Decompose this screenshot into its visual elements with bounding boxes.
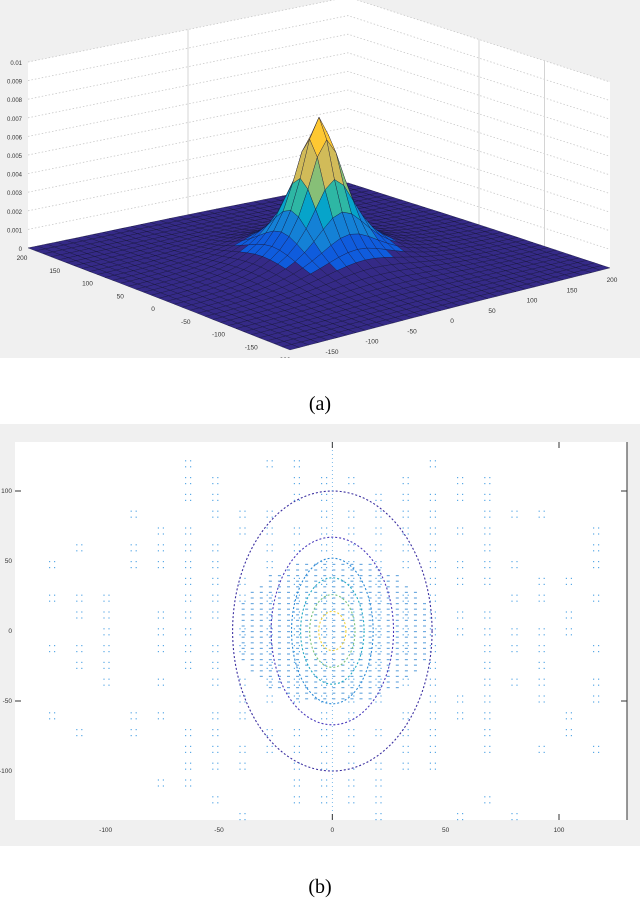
z-tick-label: 0.01: [10, 61, 22, 67]
z-tick-label: 0.007: [7, 117, 23, 123]
y-tick-label: -150: [245, 344, 258, 351]
y-tick-label: 150: [49, 268, 60, 275]
y-tick-label: 200: [17, 255, 28, 262]
z-tick-label: 0.004: [7, 173, 23, 179]
y-tick-label: -50: [181, 319, 191, 326]
z-tick-label: 0.001: [7, 228, 23, 234]
y-tick-label: -50: [3, 698, 13, 705]
x-tick-label: 50: [488, 308, 496, 315]
x-tick-label: -100: [99, 827, 112, 834]
contour-plot-panel: -100 -50 0 50 100 100 50 0 -50 -100: [0, 424, 640, 846]
y-tick-label: 50: [5, 558, 13, 565]
y-tick-label: 0: [8, 628, 12, 635]
contour-level: [318, 610, 347, 652]
y-tick-label: 0: [151, 306, 155, 313]
x-tick-label: -50: [407, 328, 417, 335]
point-grid: [49, 460, 600, 821]
surface-mesh: [27, 116, 611, 351]
y-tick-label: 100: [1, 488, 12, 495]
contour-level: [300, 577, 365, 685]
x-tick-label: -100: [365, 339, 378, 346]
y-tick-label: -100: [212, 332, 225, 339]
z-tick-label: 0: [19, 247, 23, 253]
z-tick-label: 0.005: [7, 154, 23, 160]
x-tick-label: 0: [331, 827, 335, 834]
center-field: [241, 563, 426, 700]
x-tick-label: -50: [214, 827, 224, 834]
x-tick-label: -150: [325, 349, 338, 356]
z-tick-label: 0.003: [7, 191, 23, 197]
z-tick-label: 0.008: [7, 98, 23, 104]
plot-area: [15, 442, 627, 820]
surface-plot: 0 0.001 0.002 0.003 0.004 0.005 0.006 0.007 0.00…: [7, 0, 618, 366]
y-tick-label: -200: [277, 357, 290, 358]
z-tick-label: 0.006: [7, 135, 23, 141]
x-tick-label: 200: [607, 277, 618, 284]
axes-walls: 0 0.001 0.002 0.003 0.004 0.005 0.006 0.007 0.00…: [7, 0, 611, 269]
x-tick-label: 50: [442, 827, 450, 834]
axis-ticks: -100 -50 0 50 100 100 50 0 -50 -100: [0, 442, 627, 834]
contour-plot: -100 -50 0 50 100 100 50 0 -50 -100: [0, 442, 628, 834]
x-tick-label: 100: [554, 827, 565, 834]
contour-level: [270, 536, 395, 726]
z-tick-label: 0.009: [7, 80, 23, 86]
y-tick-label: 100: [82, 281, 93, 288]
caption-b: (b): [308, 876, 332, 898]
x-tick-label: 0: [450, 318, 454, 325]
surface-plot-panel: 0 0.001 0.002 0.003 0.004 0.005 0.006 0.007 0.00…: [0, 0, 640, 366]
caption-a: (a): [308, 393, 332, 415]
y-tick-label: 50: [117, 293, 125, 300]
x-tick-label: 100: [527, 298, 538, 305]
y-tick-label: -100: [0, 768, 12, 775]
x-tick-label: 150: [567, 287, 578, 294]
z-tick-label: 0.002: [7, 210, 23, 216]
